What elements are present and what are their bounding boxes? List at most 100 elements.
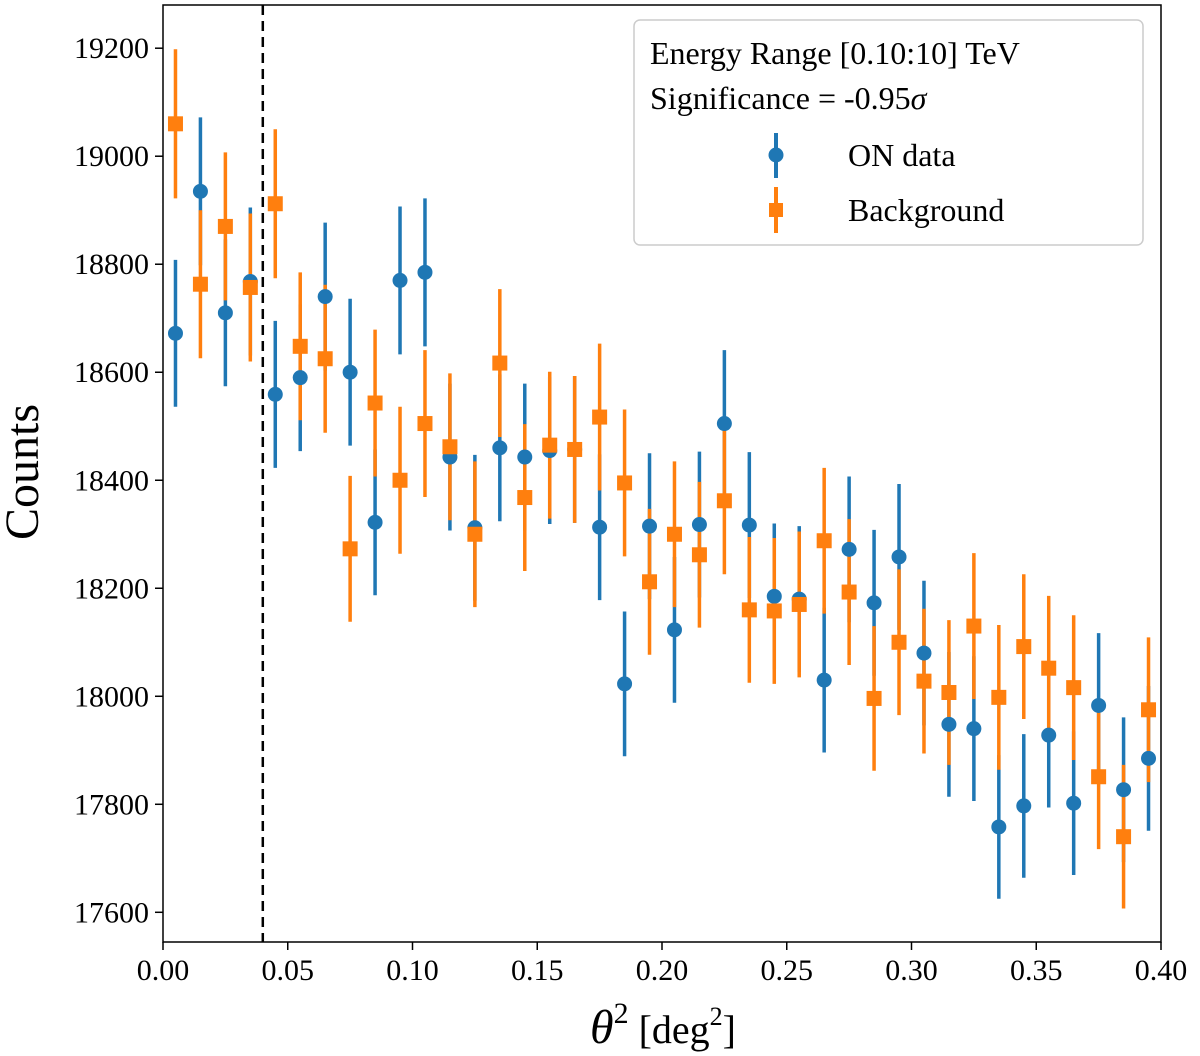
bg-data-point [592,409,608,425]
x-axis-unit-open: [deg [629,1007,710,1052]
legend-box [633,19,1144,246]
bg-data-point [666,526,682,542]
bg-data-point [841,584,857,600]
on-data-point [916,645,932,661]
bg-data-point [467,526,483,542]
bg-data-point [442,439,458,455]
y-tick-label: 18000 [74,680,149,713]
on-data-point [1091,697,1107,713]
bg-data-point [267,196,283,212]
bg-data-point [192,276,208,292]
bg-data-point [966,618,982,634]
y-tick-label: 18200 [74,572,149,605]
on-data-point [741,517,757,533]
bg-data-point [417,416,433,432]
on-data-point [1066,795,1082,811]
on-data-point [891,549,907,565]
bg-data-point [492,355,508,371]
y-tick-label: 18400 [74,464,149,497]
x-tick-label: 0.20 [636,954,689,987]
bg-data-point [542,437,558,453]
on-data-point [991,819,1007,835]
legend-sigma-symbol: σ [911,80,928,116]
on-data-point [666,622,682,638]
bg-data-point [342,541,358,557]
bg-data-point [866,690,882,706]
on-data-point [941,716,957,732]
marker-layer [167,116,1157,845]
x-tick-label: 0.25 [761,954,814,987]
on-data-point [816,672,832,688]
bg-data-point [1091,769,1107,785]
bg-data-point [217,218,233,234]
x-tick-label: 0.10 [386,954,439,987]
bg-data-point [1016,639,1032,655]
bg-data-point [766,603,782,619]
on-data-point [966,721,982,737]
on-data-point [866,595,882,611]
on-data-point [392,272,408,288]
on-data-point [766,588,782,604]
bg-data-point [991,689,1007,705]
on-data-point [492,440,508,456]
y-tick-label: 19200 [74,32,149,65]
x-tick-label: 0.40 [1135,954,1188,987]
bg-data-point [791,596,807,612]
bg-data-point [741,602,757,618]
bg-data-point [567,441,583,457]
bg-data-point [242,279,258,295]
y-tick-label: 18800 [74,248,149,281]
x-axis-title: θ2 [deg2] [590,997,736,1054]
x-axis-theta-exponent: 2 [614,997,629,1030]
on-data-point [642,518,658,534]
bg-data-point [617,475,633,491]
y-tick-label: 19000 [74,140,149,173]
bg-data-point [167,116,183,132]
legend-bg-marker [769,203,783,217]
on-data-point [517,449,533,465]
on-data-point [1116,782,1132,798]
on-data-point [367,514,383,530]
on-data-point [417,264,433,280]
legend-significance: Significance = -0.95σ [650,80,928,116]
on-data-point [1041,727,1057,743]
legend-entry-background: Background [769,187,1004,233]
x-tick-label: 0.35 [1010,954,1063,987]
on-data-point [342,364,358,380]
bg-data-point [392,472,408,488]
on-data-point [716,416,732,432]
on-data-point [617,676,633,692]
bg-data-point [916,673,932,689]
x-tick-label: 0.00 [137,954,190,987]
on-data-point [1141,750,1157,766]
bg-data-point [716,493,732,509]
on-data-point [691,517,707,533]
bg-data-point [1141,702,1157,718]
bg-data-point [1066,680,1082,696]
bg-data-point [642,574,658,590]
bg-data-point [517,490,533,506]
on-data-point [1016,798,1032,814]
bg-data-point [367,395,383,411]
legend-on-label: ON data [848,137,956,173]
y-tick-label: 17800 [74,788,149,821]
on-data-point [267,386,283,402]
y-tick-label: 17600 [74,896,149,929]
bg-data-point [1041,660,1057,676]
legend-bg-label: Background [848,192,1004,228]
x-axis-unit-close: ] [723,1007,736,1052]
x-tick-label: 0.15 [511,954,564,987]
legend-energy-range: Energy Range [0.10:10] TeV [650,35,1020,71]
legend-entry-on-data: ON data [768,133,956,178]
axes: 0.00 0.05 0.10 0.15 0.20 0.25 0.30 0.35 0.40 1760… [74,4,1188,987]
y-axis-title: Counts [0,404,49,540]
bg-data-point [891,634,907,650]
legend-on-marker [768,147,784,163]
legend: Energy Range [0.10:10] TeV Significance … [633,19,1144,246]
on-data-point [167,325,183,341]
x-axis-theta-symbol: θ [590,1001,614,1054]
bg-data-point [317,351,333,367]
x-axis-unit-exponent: 2 [710,1002,723,1031]
bg-data-point [1116,829,1132,845]
